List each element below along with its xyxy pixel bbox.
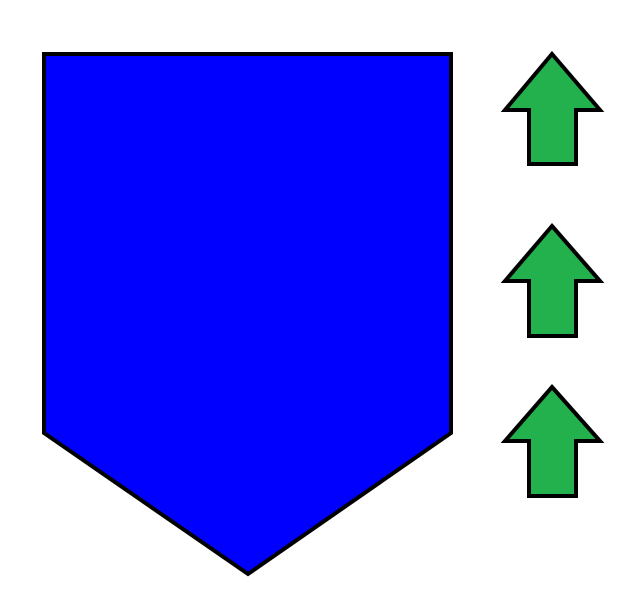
- up-arrow-icon: [500, 50, 605, 166]
- up-arrow-icon: [500, 222, 605, 338]
- blue-shield-shape: [42, 52, 453, 577]
- arrow-stack: [500, 50, 605, 498]
- up-arrow-icon: [500, 383, 605, 498]
